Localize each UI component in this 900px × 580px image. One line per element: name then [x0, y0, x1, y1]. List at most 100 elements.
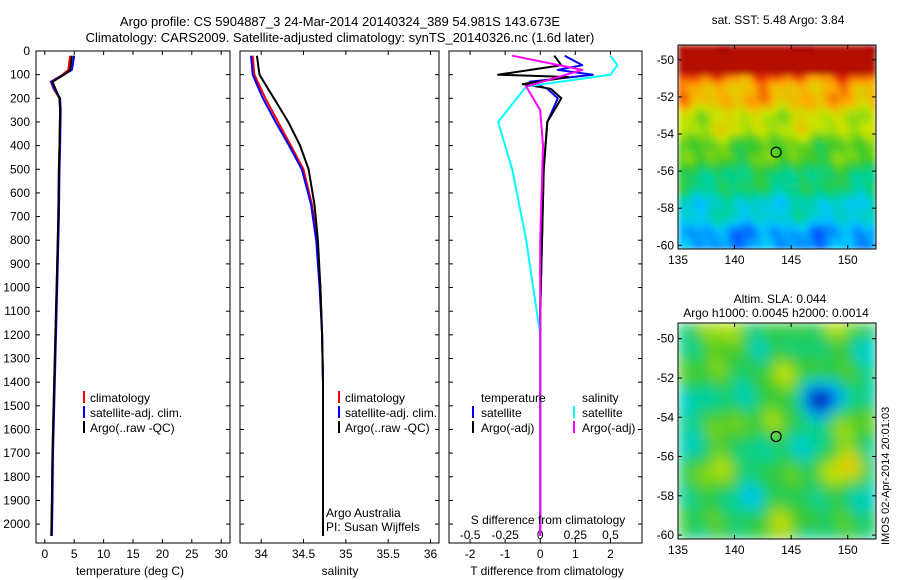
difference-axis-ticks: -2 -1 0 1 2-0.5 -0.25 0 0.25 0.5	[449, 50, 642, 561]
temperature-xlabel: temperature (deg C)	[76, 564, 184, 578]
series-argo-raw-qc-	[50, 55, 73, 536]
lat-tick-label: -50	[657, 53, 675, 67]
x-tick-label: 20	[156, 547, 170, 561]
x2-tick-label: -0.25	[491, 528, 519, 542]
lat-tick-label: -54	[657, 410, 675, 424]
difference-legend-salinity-title: salinity	[582, 391, 619, 405]
difference-legend-sal-argo: Argo(-adj)	[582, 421, 635, 435]
salinity-legend-climatology: climatology	[345, 391, 405, 405]
sla-map-subtitle: Argo h1000: 0.0045 h2000: 0.0014	[683, 306, 869, 320]
temperature-axis-ticks: 0 5 10 15 20 25 30	[36, 50, 230, 561]
lon-tick-label: 135	[668, 543, 688, 557]
difference-legend-temp-satellite: satellite	[481, 406, 522, 420]
x-tick-label: 5	[71, 547, 78, 561]
figure-title-line1: Argo profile: CS 5904887_3 24-Mar-2014 2…	[120, 14, 561, 29]
depth-tick-label: 100	[10, 68, 30, 82]
x-tick-label: 0	[537, 547, 544, 561]
salinity-axes	[239, 50, 440, 544]
lon-tick-label: 150	[838, 253, 858, 267]
lat-tick-label: -60	[657, 238, 675, 252]
x2-tick-label: 0.5	[602, 528, 619, 542]
lon-tick-label: 150	[838, 543, 858, 557]
salinity-axis-ticks: 34 34.5 35 35.5 36	[240, 50, 439, 561]
sst-heatmap	[678, 45, 876, 249]
depth-tick-label: 300	[10, 115, 30, 129]
depth-tick-label: 2000	[3, 517, 30, 531]
depth-tick-label: 1800	[3, 470, 30, 484]
difference-xlabel: T difference from climatology	[470, 564, 624, 578]
lat-tick-label: -56	[657, 164, 675, 178]
depth-tick-label: 0	[23, 44, 30, 58]
x-tick-label: 34	[254, 547, 268, 561]
x-tick-label: 25	[185, 547, 199, 561]
depth-tick-label: 1000	[3, 281, 30, 295]
sla-axes	[677, 322, 877, 540]
x2-tick-label: -0.5	[460, 528, 481, 542]
depth-tick-label: 1600	[3, 422, 30, 436]
lon-tick-label: 145	[781, 253, 801, 267]
x-tick-label: 36	[424, 547, 438, 561]
x2-tick-label: 0.25	[564, 528, 588, 542]
lat-tick-label: -52	[657, 90, 675, 104]
difference-x2label: S difference from climatology	[471, 513, 626, 527]
x-tick-label: 2	[607, 547, 614, 561]
salinity-annotation-line1: Argo Australia	[326, 506, 401, 520]
sla-heatmap	[678, 323, 876, 539]
lon-tick-label: 145	[781, 543, 801, 557]
x-tick-label: -1	[500, 547, 511, 561]
salinity-legend-satellite: satellite-adj. clim.	[345, 406, 437, 420]
x-tick-label: 15	[126, 547, 140, 561]
depth-tick-label: 800	[10, 233, 30, 247]
lat-tick-label: -58	[657, 201, 675, 215]
difference-legend-sal-satellite: satellite	[582, 406, 623, 420]
lat-tick-label: -56	[657, 450, 675, 464]
temperature-axes	[35, 50, 231, 544]
x-tick-label: 35.5	[377, 547, 401, 561]
series-salinity-argo-adj-	[512, 54, 584, 536]
depth-tick-label: 1700	[3, 446, 30, 460]
temperature-legend-satellite: satellite-adj. clim.	[90, 406, 182, 420]
lon-tick-label: 135	[668, 253, 688, 267]
difference-legend-temperature-title: temperature	[481, 391, 546, 405]
depth-tick-label: 1900	[3, 493, 30, 507]
temperature-legend-argo: Argo(..raw -QC)	[90, 421, 175, 435]
depth-tick-labels: 0 100 200 300 400 500 600 700 800 900 1000 1100 1200…	[3, 44, 30, 531]
x-tick-label: 1	[572, 547, 579, 561]
difference-axes	[448, 50, 643, 544]
x-tick-label: 34.5	[292, 547, 316, 561]
sst-argo-position-marker	[770, 146, 782, 158]
sst-axis-ticks: 135 140 145 150 -50 -52 -54 -56 -58 -60	[657, 45, 876, 267]
depth-tick-label: 1500	[3, 399, 30, 413]
sla-axis-ticks: 135 140 145 150 -50 -52 -54 -56 -58 -60	[657, 323, 876, 557]
imos-timestamp: IMOS 02-Apr-2014 20:01:03	[880, 407, 892, 545]
temperature-legend-climatology: climatology	[90, 391, 150, 405]
sst-map-title: sat. SST: 5.48 Argo: 3.84	[712, 13, 845, 27]
depth-tick-label: 1200	[3, 328, 30, 342]
salinity-annotation-line2: PI: Susan Wijffels	[326, 520, 420, 534]
depth-tick-label: 1300	[3, 352, 30, 366]
sla-map-title: Altim. SLA: 0.044	[734, 292, 827, 306]
salinity-xlabel: salinity	[322, 564, 359, 578]
lat-tick-label: -58	[657, 489, 675, 503]
lat-tick-label: -50	[657, 332, 675, 346]
sla-argo-position-marker	[770, 430, 782, 443]
depth-tick-label: 1100	[4, 304, 30, 318]
depth-tick-label: 700	[10, 210, 30, 224]
depth-tick-label: 600	[10, 186, 30, 200]
x-tick-label: 0	[41, 547, 48, 561]
lat-tick-label: -52	[657, 371, 675, 385]
depth-tick-label: 200	[10, 91, 30, 105]
x-tick-label: 10	[97, 547, 111, 561]
lat-tick-label: -60	[657, 528, 675, 542]
depth-tick-label: 400	[10, 139, 30, 153]
salinity-legend: climatology satellite-adj. clim. Argo(..…	[338, 391, 437, 435]
depth-tick-label: 1400	[3, 375, 30, 389]
figure-title-line2: Climatology: CARS2009. Satellite-adjuste…	[86, 30, 595, 45]
x-tick-label: 35	[339, 547, 353, 561]
lon-tick-label: 140	[725, 253, 745, 267]
lon-tick-label: 140	[725, 543, 745, 557]
temperature-lines	[49, 55, 76, 536]
difference-lines	[497, 54, 619, 536]
salinity-legend-argo: Argo(..raw -QC)	[345, 421, 430, 435]
